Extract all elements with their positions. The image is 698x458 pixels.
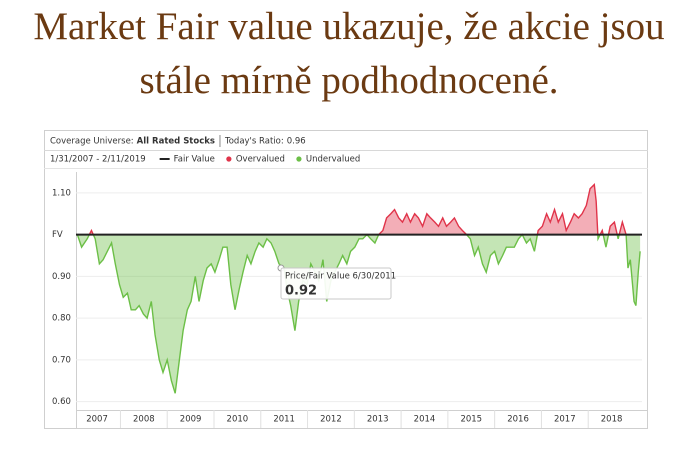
y-tick-label: 0.90 (52, 272, 71, 282)
x-tick-label: 2014 (414, 415, 436, 425)
x-tick-label: 2012 (320, 415, 342, 425)
slide-title: stále mírně podhodnocené. (139, 59, 558, 102)
ratio-label: Today's Ratio: (224, 137, 284, 147)
x-tick-label: 2007 (86, 415, 108, 425)
tooltip-box (280, 267, 392, 300)
y-tick-label: 1.10 (52, 188, 71, 198)
tooltip-label: Price/Fair Value 6/30/2011 (285, 272, 396, 282)
ratio: 0.96 (287, 137, 306, 147)
tooltip-value: 0.92 (285, 284, 317, 299)
legend-swatch (296, 156, 302, 162)
y-tick-label: 0.80 (52, 314, 71, 324)
date-range: 1/31/2007 - 2/11/2019 (50, 155, 146, 165)
line (77, 183, 627, 235)
coverage-label: Coverage Universe: (50, 137, 134, 147)
x-tick-label: 2015 (460, 415, 482, 425)
y-tick-label: FV (52, 230, 63, 240)
x-tick-label: 2018 (601, 415, 623, 425)
coverage: All Rated Stocks (137, 137, 215, 147)
legend-label: Fair Value (174, 155, 215, 165)
slide-title: Market Fair value ukazuje, že akcie jsou (33, 5, 664, 48)
x-tick-label: 2011 (273, 415, 295, 425)
area (77, 184, 627, 235)
x-tick-label: 2009 (180, 415, 202, 425)
y-tick-label: 0.60 (52, 397, 71, 407)
y-tick-label: 0.70 (52, 355, 71, 365)
legend-label: Undervalued (306, 155, 360, 165)
x-tick-label: 2016 (507, 415, 529, 425)
x-tick-label: 2010 (227, 415, 249, 425)
line (76, 234, 641, 394)
plot: 1.10 FV 0.90 0.80 0.70 0.60 2007 2008 2009 2010 20… (52, 172, 647, 428)
area (77, 234, 641, 394)
legend-label: Overvalued (236, 155, 285, 165)
legend-swatch (226, 156, 232, 162)
x-tick-label: 2008 (133, 415, 155, 425)
x-tick-label: 2017 (554, 415, 576, 425)
x-tick-label: 2013 (367, 415, 389, 425)
legend: Fair Value Overvalued Undervalued (159, 155, 360, 165)
